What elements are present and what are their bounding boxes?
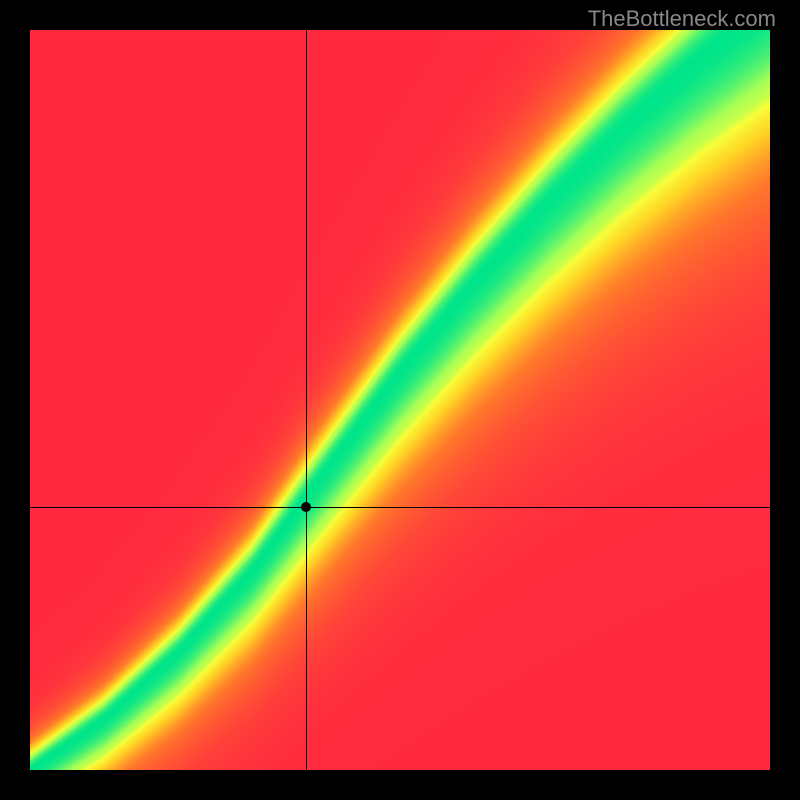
- crosshair-vertical: [306, 30, 307, 770]
- selection-marker: [301, 502, 311, 512]
- heatmap-plot: [30, 30, 770, 770]
- watermark-text: TheBottleneck.com: [588, 6, 776, 32]
- crosshair-horizontal: [30, 507, 770, 508]
- heatmap-canvas: [30, 30, 770, 770]
